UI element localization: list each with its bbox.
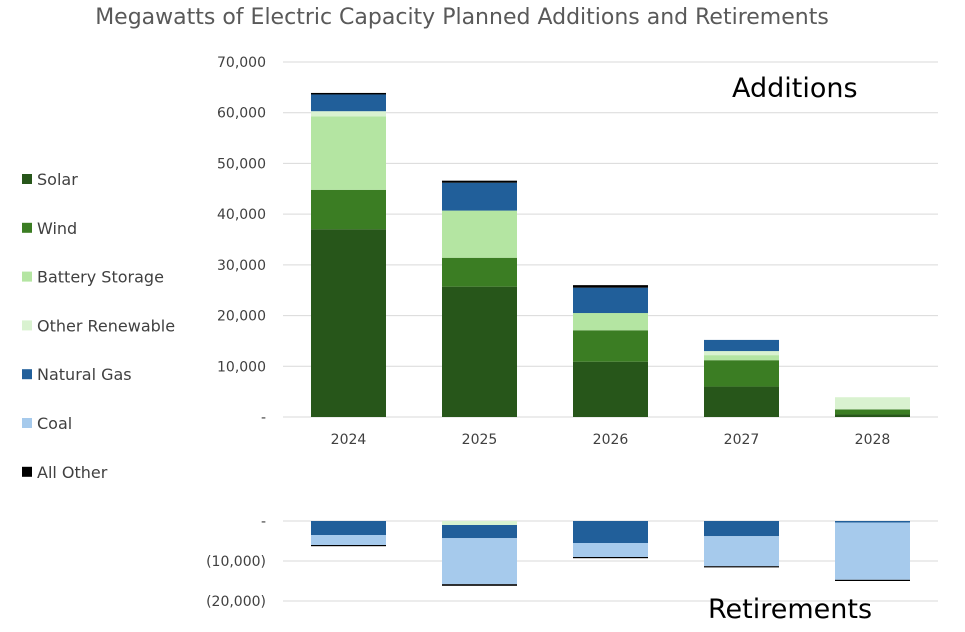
additions-y-tick-label: - [261, 410, 266, 426]
retirements-bar-2026-all-other: All Other 2026: -200 [573, 557, 648, 559]
additions-y-tick-label: 30,000 [217, 258, 266, 274]
additions-bar-2028-wind: Wind 2028: 1000 [835, 409, 910, 415]
additions-y-tick-label: 60,000 [217, 106, 266, 122]
retirements-bar-2024-coal: Coal 2024: -2500 [311, 535, 386, 545]
additions-bar-2027-wind: Wind 2027: 5200 [704, 360, 779, 387]
retirements-bar-2027-coal: Coal 2027: -7500 [704, 536, 779, 567]
additions-bar-2025-natural-gas: Natural Gas 2025: 5500 [442, 182, 517, 211]
x-tick-label-2026: 2026 [593, 432, 629, 448]
legend-swatch-coal [22, 418, 32, 428]
additions-y-tick-label: 20,000 [217, 309, 266, 325]
x-tick-label-2027: 2027 [724, 432, 760, 448]
retirements-y-tick-label: (10,000) [206, 554, 266, 570]
additions-y-tick-label: 70,000 [217, 55, 266, 71]
retirements-bar-2024-all-other: All Other 2024: -200 [311, 545, 386, 547]
additions-bar-2027-battery-storage: Battery Storage 2027: 1000 [704, 355, 779, 361]
retirements-bar-2024-natural-gas: Natural Gas 2024: -3500 [311, 521, 386, 535]
retirements-bar-2026-coal: Coal 2026: -3500 [573, 543, 648, 557]
additions-bar-2027-other-renewable: Other Renewable 2027: 800 [704, 351, 779, 356]
additions-y-tick-label: 50,000 [217, 156, 266, 172]
retirements-y-tick-label: (20,000) [206, 594, 266, 610]
retirements-bar-2027-natural-gas: Natural Gas 2027: -3800 [704, 521, 779, 537]
additions-bar-2026-all-other: All Other 2026: 500 [573, 285, 648, 288]
legend-label-battery-storage: Battery Storage [37, 268, 164, 287]
legend-label-coal: Coal [37, 414, 72, 433]
legend-label-natural-gas: Natural Gas [37, 365, 132, 384]
legend-label-other-renewable: Other Renewable [37, 316, 175, 335]
legend-swatch-all-other [22, 466, 32, 477]
additions-bar-2025-battery-storage: Battery Storage 2025: 9300 [442, 210, 517, 258]
legend: Solar Wind Battery Storage Other Renewable N… [22, 170, 175, 482]
retirements-annotation: Retirements [708, 594, 872, 625]
legend-swatch-natural-gas [22, 369, 32, 380]
additions-bar-2028-other-renewable: Other Renewable 2028: 2400 [835, 397, 910, 410]
additions-bar-2024-battery-storage: Battery Storage 2024: 14500 [311, 116, 386, 190]
retirements-bar-2027-all-other: All Other 2027: -100 [704, 566, 779, 568]
chart-title: Megawatts of Electric Capacity Planned A… [95, 5, 829, 30]
retirements-bar-2028-natural-gas: Natural Gas 2028: -400 [835, 521, 910, 523]
additions-bar-2024-solar: Solar 2024: 37000 [311, 229, 386, 417]
retirements-bar-2028-coal: Coal 2028: -14300 [835, 522, 910, 580]
x-tick-label-2024: 2024 [331, 432, 367, 448]
retirements-bar-2028-all-other: All Other 2028: -200 [835, 579, 910, 581]
additions-bar-2026-solar: Solar 2026: 10900 [573, 361, 648, 417]
additions-annotation: Additions [732, 73, 858, 104]
additions-bar-2026-natural-gas: Natural Gas 2026: 5000 [573, 287, 648, 314]
additions-bar-2027-natural-gas: Natural Gas 2027: 2200 [704, 339, 779, 352]
legend-swatch-wind [22, 222, 32, 233]
x-tick-label-2028: 2028 [855, 432, 891, 448]
retirements-bar-2026-natural-gas: Natural Gas 2026: -5500 [573, 521, 648, 543]
additions-y-tick-label: 10,000 [217, 359, 266, 375]
legend-swatch-solar [22, 174, 32, 184]
additions-bar-2025-wind: Wind 2025: 5700 [442, 257, 517, 287]
additions-y-tick-label: 40,000 [217, 207, 266, 223]
x-tick-label-2025: 2025 [462, 432, 498, 448]
additions-bar-2024-natural-gas: Natural Gas 2024: 3300 [311, 94, 386, 112]
additions-bar-2027-solar: Solar 2027: 6000 [704, 386, 779, 417]
retirements-panel: - (10,000) (20,000) Natural Gas 2024: -3500… [206, 514, 938, 625]
additions-bar-2024-wind: Wind 2024: 7800 [311, 189, 386, 230]
legend-label-solar: Solar [37, 170, 78, 189]
legend-label-all-other: All Other [37, 463, 108, 482]
additions-bar-2025-solar: Solar 2025: 25700 [442, 286, 517, 417]
additions-bar-2024-all-other: All Other 2024: 300 [311, 92, 386, 95]
retirements-bar-2025-natural-gas: Natural Gas 2025: -3300 [442, 525, 517, 539]
additions-bar-2028-solar: Solar 2028: 500 [835, 414, 910, 417]
retirements-y-tick-label: - [261, 514, 266, 530]
additions-bar-2024-other-renewable: Other Renewable 2024: 1000 [311, 111, 386, 117]
retirements-bar-2025-coal: Coal 2025: -11500 [442, 538, 517, 585]
additions-bar-2026-battery-storage: Battery Storage 2026: 3400 [573, 313, 648, 331]
additions-panel: - 10,000 20,000 30,000 40,000 50,000 60,000 70,… [217, 55, 938, 448]
legend-swatch-battery-storage [22, 271, 32, 282]
legend-label-wind: Wind [37, 219, 77, 238]
additions-bar-2025-all-other: All Other 2025: 400 [442, 180, 517, 183]
additions-bar-2026-wind: Wind 2026: 6200 [573, 330, 648, 362]
retirements-bar-2025-all-other: All Other 2025: -400 [442, 584, 517, 586]
legend-swatch-other-renewable [22, 320, 32, 331]
retirements-bar-2025-other-renewable: Other Renewable 2025: -1000 [442, 521, 517, 525]
